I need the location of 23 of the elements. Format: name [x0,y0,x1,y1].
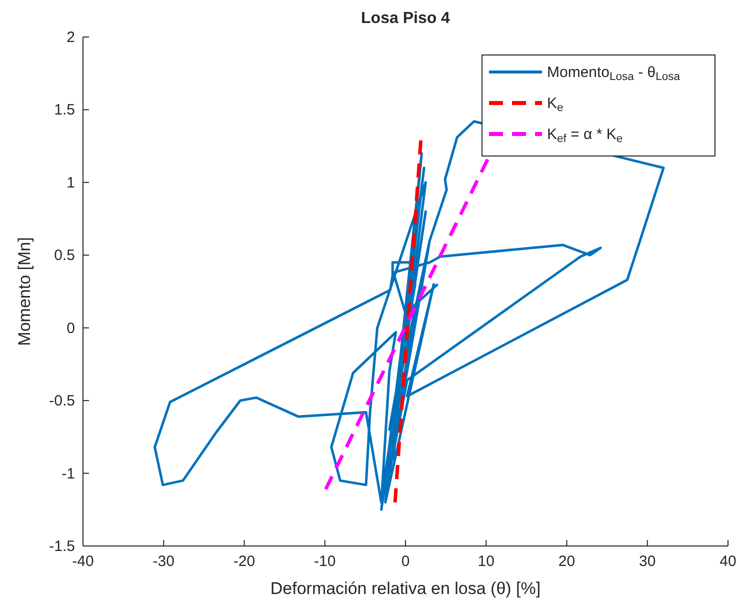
legend-label: Momento$_{Losa}$ - θ$_{Losa}$ [547,64,681,84]
y-tick-label: 1.5 [54,102,75,119]
y-tick-label: -1 [62,465,75,482]
y-tick-label: 0 [66,320,75,337]
y-tick-label: -1.5 [49,538,75,555]
x-tick-label: -30 [152,553,174,570]
x-tick-label: 20 [558,553,576,570]
y-tick-label: 1 [66,174,75,192]
x-tick-label: 40 [720,553,736,570]
legend-label: K$_{e}$ [547,95,564,114]
x-tick-label: -20 [233,553,256,570]
y-axis-title: Momento [Mn] [15,237,34,346]
legend-label: K$_{ef}$ = α * K$_{e}$ [547,126,623,146]
x-tick-label: 30 [639,553,656,570]
x-tick-label: 0 [401,553,410,570]
y-tick-label: -0.5 [49,392,75,410]
y-tick-label: 0.5 [54,247,75,264]
x-axis-title: Deformación relativa en losa (θ) [%] [270,579,541,598]
chart-title: Losa Piso 4 [361,10,450,27]
x-tick-label: 10 [478,553,494,570]
x-tick-label: -10 [314,553,336,570]
x-tick-label: -40 [72,553,94,570]
y-tick-label: 2 [66,29,75,46]
